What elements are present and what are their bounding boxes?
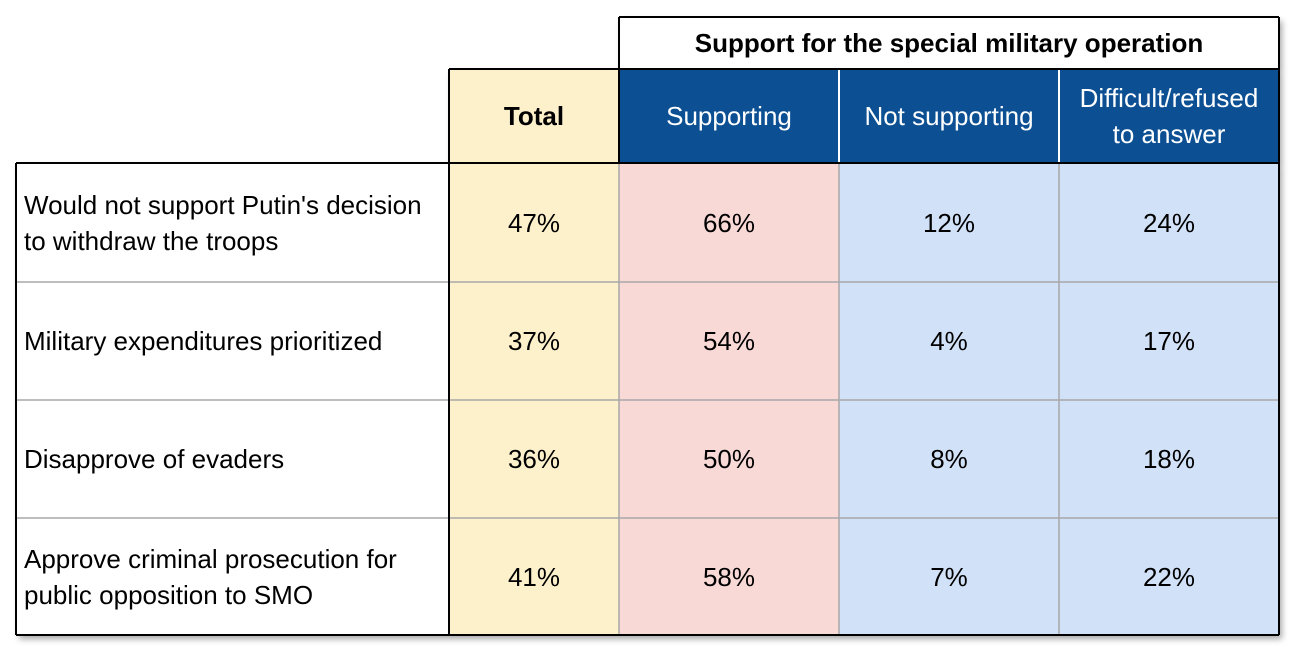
table-cell-r3-c1-text: 36% xyxy=(507,444,561,474)
table-cell-r4-c2: 58% xyxy=(619,518,839,635)
table-cell-r1-c1: 47% xyxy=(449,163,619,282)
table-cell-r3-c4-text: 18% xyxy=(1142,444,1196,474)
table-cell-r4-c1-text: 41% xyxy=(507,561,561,592)
row-label-3: Disapprove of evaders xyxy=(16,400,449,518)
row-label-1: Would not support Putin's decision to wi… xyxy=(16,163,449,282)
group-header-text: Support for the special military operati… xyxy=(694,28,1204,58)
table-cell-r4-c3: 7% xyxy=(839,518,1059,635)
table-cell-r4-c4-text: 22% xyxy=(1142,561,1196,592)
table-cell-r3-c2: 50% xyxy=(619,400,839,518)
table-cell-r4-c3-text: 7% xyxy=(930,561,968,592)
table-cell-r1-c1-text: 47% xyxy=(507,207,561,238)
table-cell-r2-c1: 37% xyxy=(449,282,619,400)
column-header-3-text: Not supporting xyxy=(864,101,1034,131)
table-cell-r2-c4-text: 17% xyxy=(1142,326,1196,356)
table-cell-r2-c2: 54% xyxy=(619,282,839,400)
table-cell-r1-c4-text: 24% xyxy=(1142,207,1196,238)
table-cell-r1-c2: 66% xyxy=(619,163,839,282)
table-cell-r1-c2-text: 66% xyxy=(702,207,756,238)
row-label-1-text: Would not support Putin's decision to wi… xyxy=(24,189,422,256)
row-label-3-text: Disapprove of evaders xyxy=(24,444,285,474)
table-cell-r2-c3-text: 4% xyxy=(930,326,968,356)
row-label-4-text: Approve criminal prosecution for public … xyxy=(24,543,397,610)
table-cell-r4-c4: 22% xyxy=(1059,518,1279,635)
column-header-4-text: Difficult/refused to answer xyxy=(1079,83,1259,149)
table-cell-r3-c3-text: 8% xyxy=(930,444,968,474)
row-label-2-text: Military expenditures prioritized xyxy=(24,326,383,356)
column-header-3: Not supporting xyxy=(839,69,1059,163)
table-cell-r3-c3: 8% xyxy=(839,400,1059,518)
table-cell-r2-c1-text: 37% xyxy=(507,326,561,356)
row-label-2: Military expenditures prioritized xyxy=(16,282,449,400)
table-cell-r3-c1: 36% xyxy=(449,400,619,518)
table-cell-r4-c1: 41% xyxy=(449,518,619,635)
row-label-4: Approve criminal prosecution for public … xyxy=(16,518,449,635)
table-cell-r3-c2-text: 50% xyxy=(702,444,756,474)
column-header-4: Difficult/refused to answer xyxy=(1059,69,1279,163)
table-cell-r2-c3: 4% xyxy=(839,282,1059,400)
table-cell-r1-c4: 24% xyxy=(1059,163,1279,282)
column-header-1: Total xyxy=(449,69,619,163)
table-cell-r2-c2-text: 54% xyxy=(702,326,756,356)
table-cell-r2-c4: 17% xyxy=(1059,282,1279,400)
table-cell-r1-c3: 12% xyxy=(839,163,1059,282)
table-cell-r1-c3-text: 12% xyxy=(922,207,976,238)
column-header-1-text: Total xyxy=(503,101,565,131)
group-header: Support for the special military operati… xyxy=(619,17,1279,69)
table-cell-r3-c4: 18% xyxy=(1059,400,1279,518)
table-cell-r4-c2-text: 58% xyxy=(702,561,756,592)
column-header-2: Supporting xyxy=(619,69,839,163)
column-header-2-text: Supporting xyxy=(666,101,792,131)
